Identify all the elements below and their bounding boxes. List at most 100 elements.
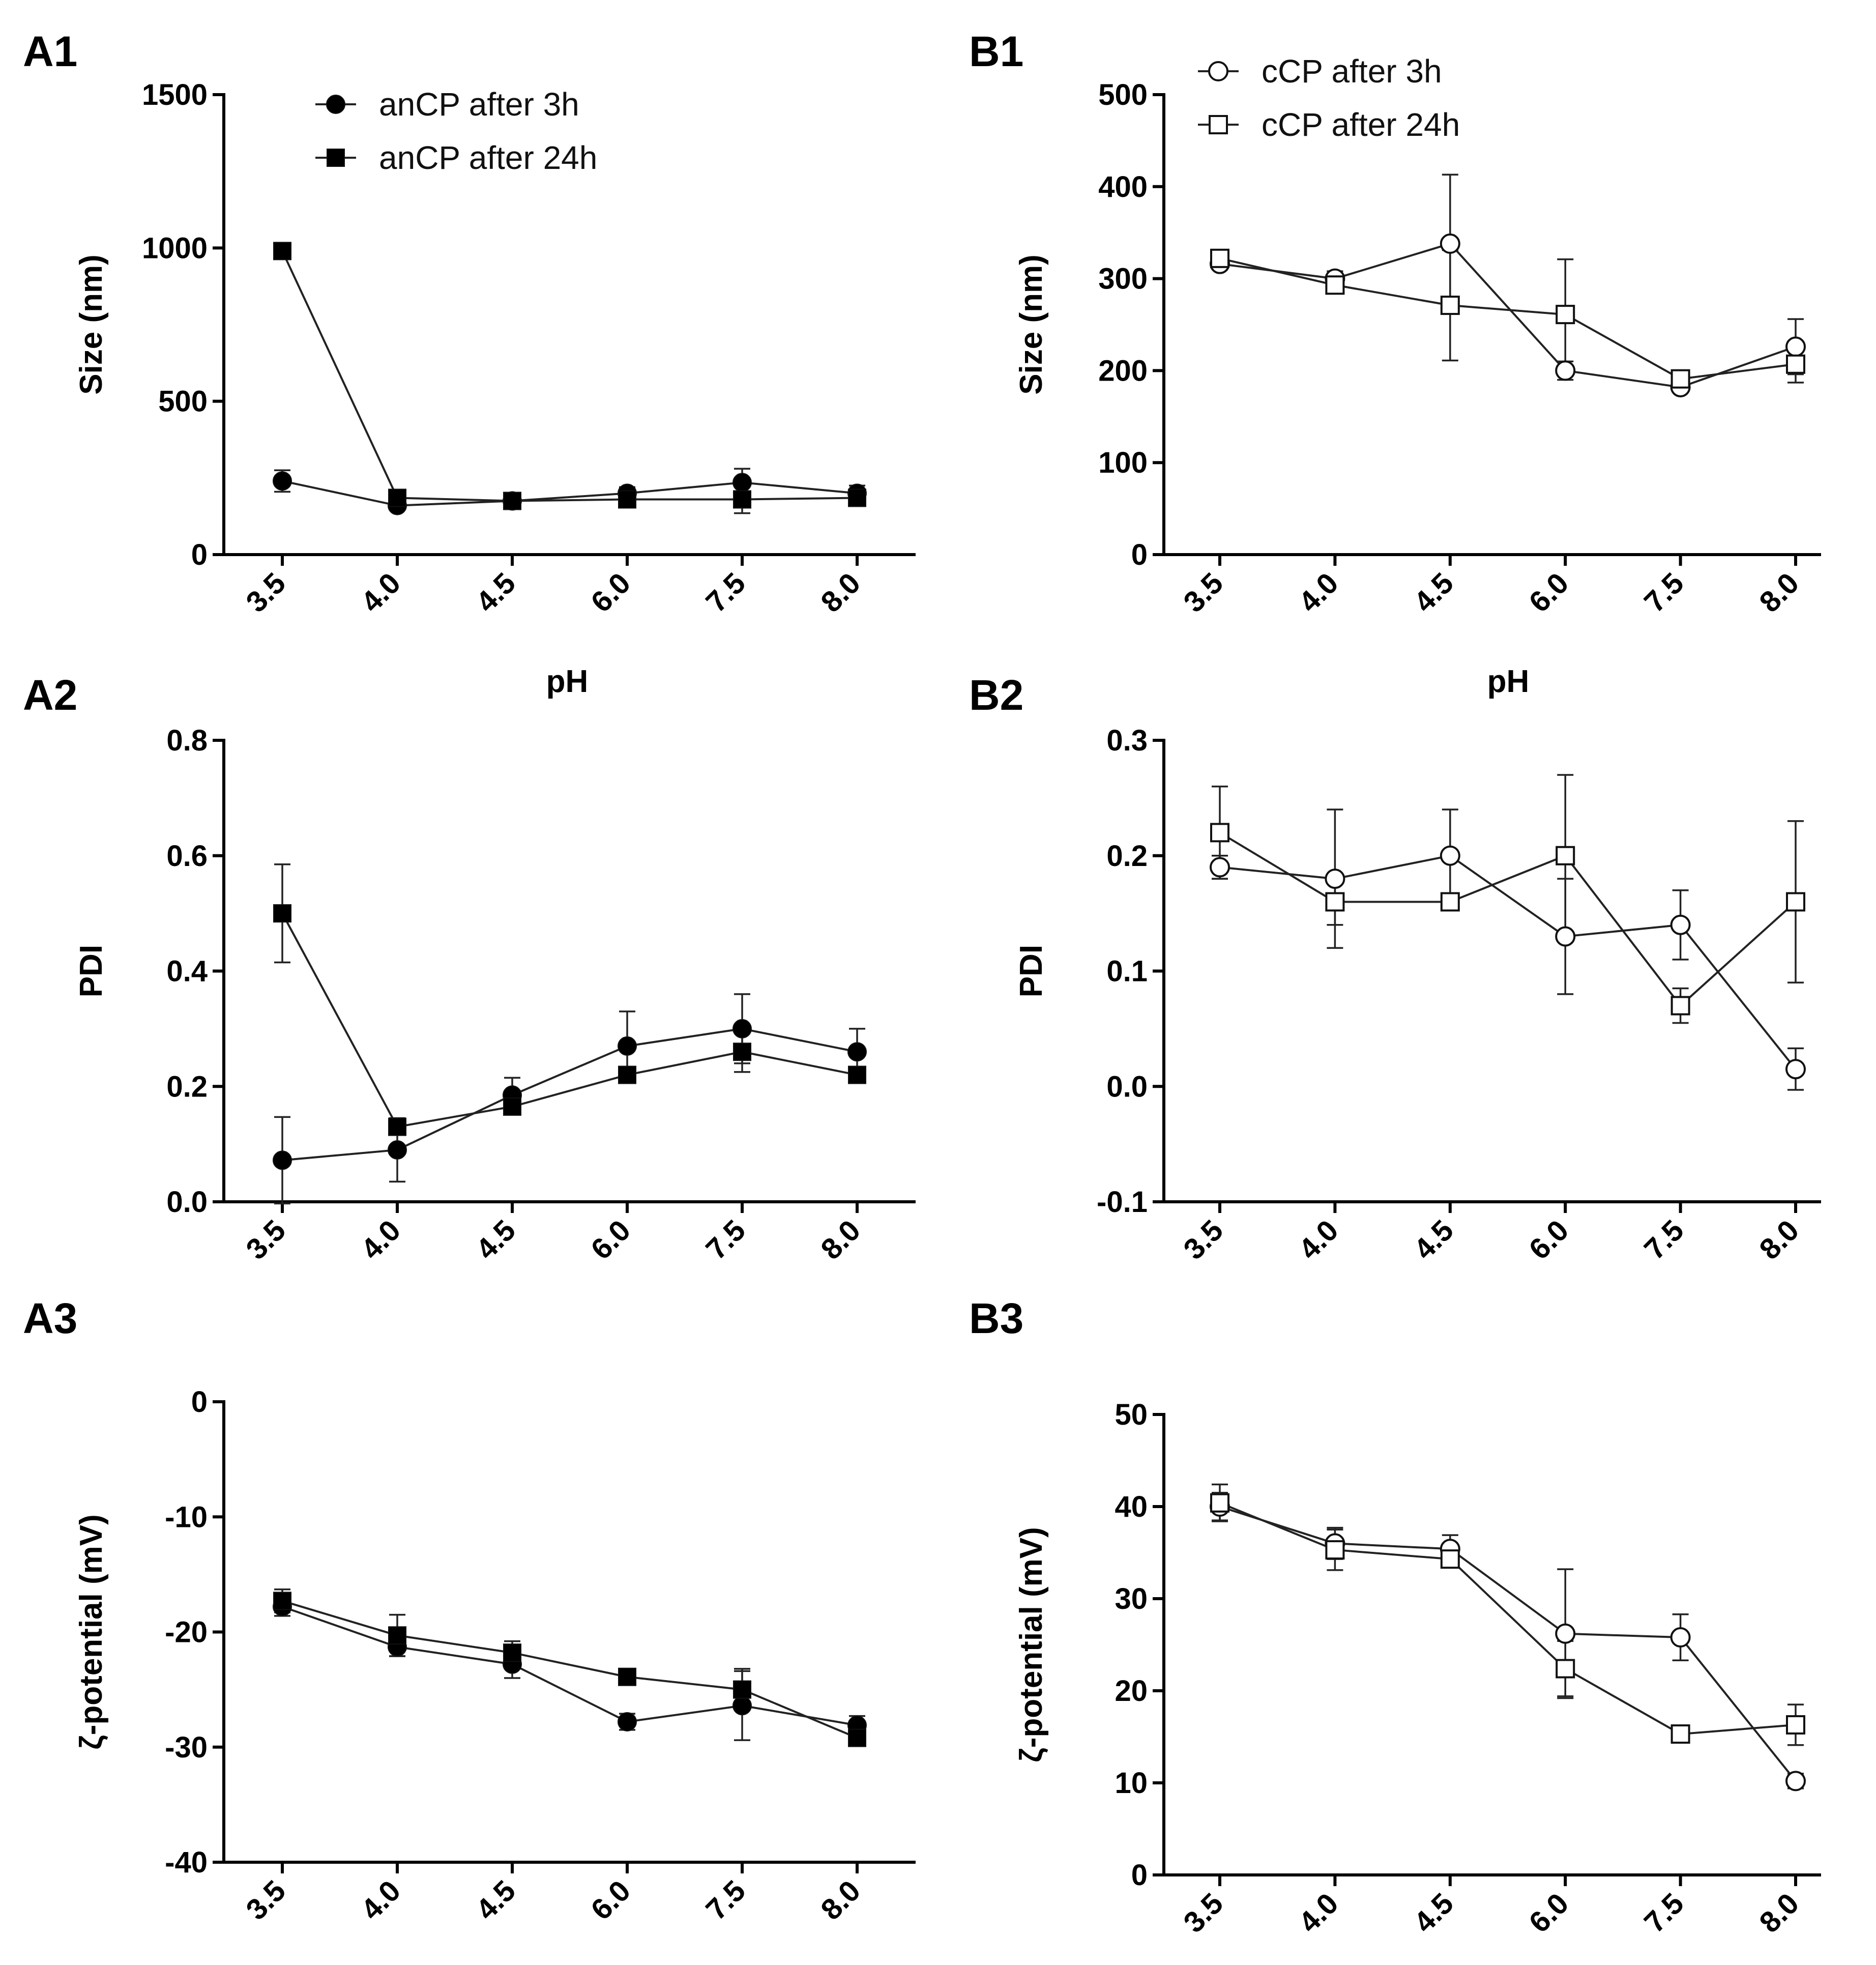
data-point-circle-s0-p5 [1785,336,1806,357]
data-point-square-s1-p0 [1210,823,1229,843]
y-tick-label-4: 400 [1098,170,1148,204]
y-tick-label-4: 40 [1115,1490,1148,1523]
data-point-square-s1-p3 [618,1667,636,1686]
y-axis-title: Size (nm) [74,254,109,395]
data-point-square-s1-p3 [1556,846,1575,865]
data-point-square-s1-p0 [1210,248,1229,268]
y-tick-label-2: 1000 [142,232,208,265]
data-point-circle-s0-p0 [1210,857,1230,878]
data-point-circle-s0-p4 [732,473,752,493]
data-point-circle-s0-p3 [618,1712,637,1731]
data-point-circle-s0-p1 [1325,869,1345,889]
legend-entry-1: anCP after 24h [379,139,597,176]
y-tick-label-2: 20 [1115,1674,1148,1708]
y-tick-label-2: -20 [165,1616,208,1649]
series-line-circle [1219,854,1797,1070]
y-tick-label-0: 0.0 [166,1186,208,1219]
data-point-circle-s0-p4 [732,1696,752,1716]
y-tick-label-1: 500 [158,385,208,418]
data-point-circle-s0-p2 [1440,845,1460,866]
y-tick-label-0: -0.1 [1097,1186,1148,1219]
data-point-square-s1-p0 [273,242,291,261]
data-point-square-s1-p1 [388,1626,406,1645]
y-tick-label-5: 50 [1115,1398,1148,1431]
data-point-square-s1-p1 [1325,275,1345,295]
data-point-square-s1-p2 [1440,1549,1460,1569]
y-tick-label-1: -30 [165,1731,208,1764]
y-axis-title: ζ-potential (mV) [1014,1527,1049,1762]
y-axis-title: ζ-potential (mV) [74,1514,109,1750]
data-point-square-s1-p4 [733,490,751,509]
y-tick-label-0: 0 [1131,538,1148,571]
y-tick-label-3: 300 [1098,263,1148,296]
panel-label-b3: B3 [969,1294,1023,1342]
data-point-square-s1-p2 [503,1643,521,1662]
data-point-square-s1-p3 [618,490,636,509]
data-point-square-s1-p2 [1440,892,1460,912]
series-line-circle [282,1605,858,1726]
series-line-square [282,1600,858,1739]
series-line-square [281,913,858,1128]
data-point-square-s1-p5 [1786,1715,1805,1735]
x-axis-title: pH [546,664,589,699]
series-line-circle [282,480,858,507]
data-point-square-s1-p3 [1556,305,1575,325]
data-point-circle-s0-p4 [1670,1627,1691,1648]
data-point-circle-s0-p0 [273,471,292,491]
data-point-square-s1-p1 [388,1117,406,1136]
y-tick-label-1: 0.2 [166,1070,208,1103]
data-point-square-s1-p2 [1440,296,1460,315]
data-point-circle-s0-p4 [1670,914,1691,935]
data-point-square-s1-p0 [273,1592,291,1610]
data-point-circle-s0-p5 [847,1042,867,1062]
y-tick-label-3: 30 [1115,1582,1148,1615]
y-tick-label-3: 0.2 [1106,840,1148,873]
y-tick-label-5: 500 [1098,78,1148,111]
data-point-square-slegend1-p0 [1209,115,1228,134]
y-tick-label-0: -40 [165,1846,208,1879]
data-point-circle-s0-p3 [1555,1623,1576,1644]
y-tick-label-2: 0.1 [1106,955,1148,988]
data-point-square-s1-p4 [733,1043,751,1061]
data-point-square-s1-p0 [1210,1493,1229,1513]
data-point-square-s1-p4 [1670,996,1690,1016]
data-point-circle-s0-p3 [1555,926,1576,947]
series-line-square [281,250,858,502]
y-axis-title: PDI [74,945,109,997]
series-line-circle [282,1027,858,1162]
legend-entry-0: cCP after 3h [1262,53,1442,90]
data-point-square-s1-p3 [618,1065,636,1084]
data-point-circle-s0-p3 [1555,360,1576,381]
data-point-circle-s0-p5 [1785,1771,1806,1791]
data-point-square-s1-p5 [848,1728,866,1747]
data-point-square-s1-p0 [273,904,291,923]
panel-label-a1: A1 [23,27,77,75]
y-tick-label-0: 0 [191,538,208,571]
y-tick-label-3: 0.6 [166,840,208,873]
data-point-circle-slegend0-p0 [326,95,345,114]
data-point-circle-s0-p5 [1785,1059,1806,1080]
x-axis-title: pH [1487,664,1530,699]
series-line-square [1219,1501,1796,1736]
y-tick-label-1: 0.0 [1106,1070,1148,1103]
y-tick-label-2: 200 [1098,354,1148,387]
data-point-square-s1-p4 [733,1680,751,1699]
data-point-square-s1-p3 [1556,1659,1575,1679]
panel-label-b1: B1 [969,27,1023,75]
data-point-circle-s0-p4 [732,1019,752,1038]
data-point-square-slegend1-p0 [327,149,345,167]
data-point-square-s1-p1 [1325,892,1345,912]
data-point-square-s1-p4 [1670,1724,1690,1744]
data-point-square-s1-p1 [388,488,406,507]
legend-entry-0: anCP after 3h [379,86,579,123]
legend-entry-1: cCP after 24h [1262,106,1460,143]
series-line-circle [1219,242,1796,388]
y-tick-label-2: 0.4 [166,955,208,988]
y-axis-title: Size (nm) [1014,254,1049,395]
series-line-square [1219,831,1797,1007]
y-tick-label-1: 10 [1115,1767,1148,1800]
data-point-circle-slegend0-p0 [1208,61,1228,81]
